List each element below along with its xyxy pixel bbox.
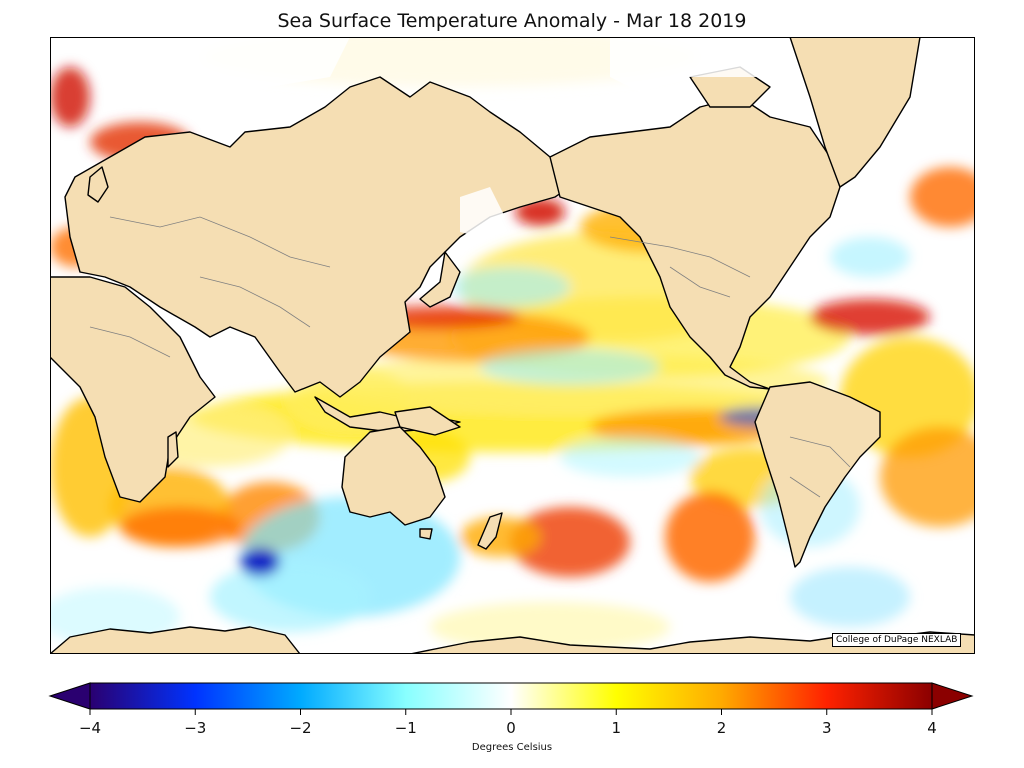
- colorbar-tick-label: 1: [611, 719, 622, 737]
- map-title: Sea Surface Temperature Anomaly - Mar 18…: [277, 10, 747, 32]
- country-borders: [89, 216, 851, 498]
- new-guinea: [394, 406, 461, 436]
- colorbar-label: Degrees Celsius: [471, 742, 553, 753]
- colorbar-extend-high: [931, 682, 974, 710]
- land: [50, 37, 975, 654]
- madagascar: [167, 431, 179, 468]
- sea-ice: [130, 37, 790, 237]
- colorbar-tick-label: 3: [821, 719, 832, 737]
- colorbar-tick-label: 0: [506, 719, 516, 737]
- colorbar-tick-label: 4: [927, 719, 937, 737]
- south-america: [754, 381, 881, 568]
- australia: [341, 426, 446, 526]
- tasmania: [419, 528, 433, 540]
- colorbar-tick-label: 2: [716, 719, 727, 737]
- sst-anomaly-map: [50, 37, 975, 654]
- greenland: [789, 37, 921, 188]
- colorbar-tick-label: −3: [184, 719, 207, 737]
- antarctica-west: [50, 626, 301, 654]
- colorbar-tick-label: −2: [289, 719, 312, 737]
- colorbar-tick-label: −1: [394, 719, 417, 737]
- colorbar-extend-low: [48, 682, 91, 710]
- new-zealand: [477, 512, 503, 550]
- uk: [87, 166, 109, 203]
- japan: [419, 251, 461, 308]
- colorbar: [48, 682, 974, 715]
- credit-label: College of DuPage NEXLAB: [832, 633, 962, 647]
- colorbar-gradient: [90, 683, 932, 709]
- colorbar-tick-label: −4: [78, 719, 102, 737]
